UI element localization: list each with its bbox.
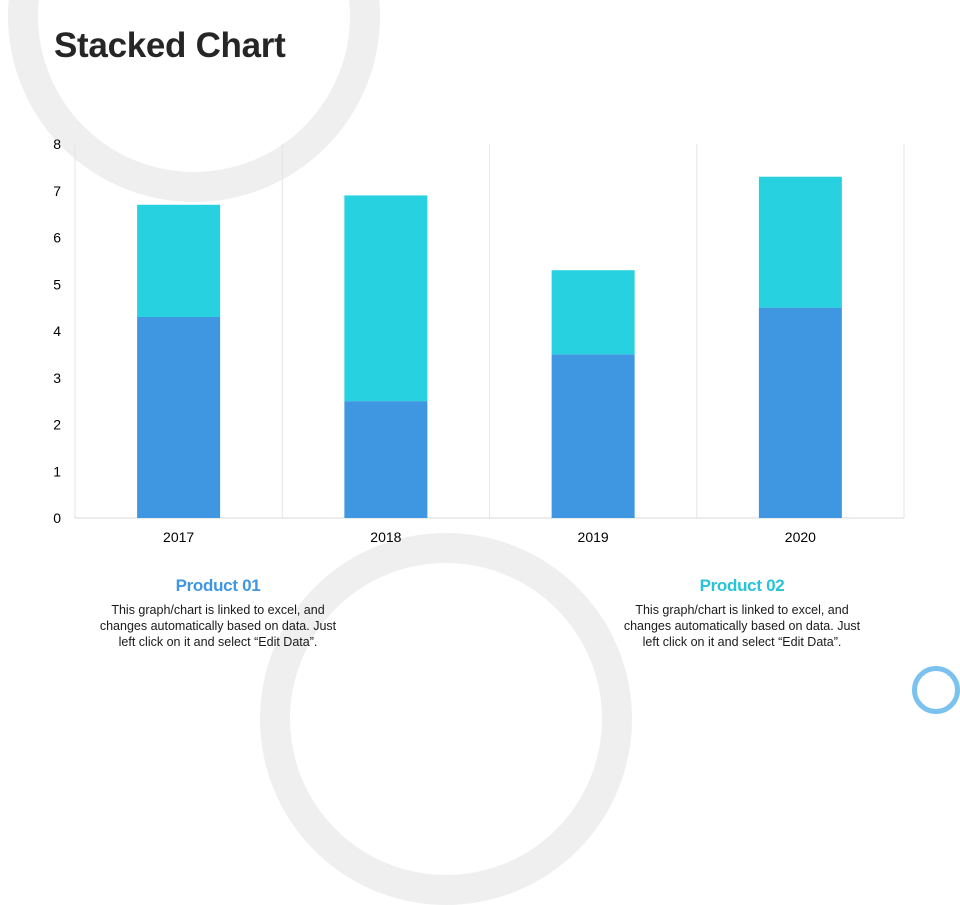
y-tick-label: 5 (53, 276, 61, 292)
y-tick-label: 3 (53, 370, 61, 386)
y-tick-label: 8 (53, 136, 61, 152)
y-tick-label: 2 (53, 417, 61, 433)
y-tick-label: 6 (53, 230, 61, 246)
bar-segment-product-02 (137, 204, 221, 317)
y-tick-label: 0 (53, 510, 61, 526)
product-01-legend: Product 01 This graph/chart is linked to… (98, 576, 338, 650)
bar-segment-product-01 (344, 401, 428, 518)
x-tick-label: 2020 (785, 529, 816, 545)
x-tick-label: 2019 (578, 529, 609, 545)
product-01-description: This graph/chart is linked to excel, and… (99, 603, 337, 649)
slide-title: Stacked Chart (54, 26, 286, 65)
product-02-title: Product 02 (699, 576, 785, 595)
x-tick-label: 2018 (370, 529, 401, 545)
product-02-description: This graph/chart is linked to excel, and… (623, 603, 861, 649)
x-tick-label: 2017 (163, 529, 194, 545)
y-tick-label: 4 (53, 323, 61, 339)
product-01-title: Product 01 (175, 576, 261, 595)
y-tick-label: 7 (53, 183, 61, 199)
bar-segment-product-02 (758, 176, 842, 308)
bar-segment-product-01 (137, 316, 221, 518)
bar-segment-product-02 (344, 195, 428, 402)
y-tick-label: 1 (53, 463, 61, 479)
bar-segment-product-01 (551, 354, 635, 518)
product-02-legend: Product 02 This graph/chart is linked to… (622, 576, 862, 650)
bar-segment-product-02 (551, 270, 635, 355)
stacked-bar-chart: 0 1 2 3 4 5 6 7 8 2017 2018 2019 2020 (53, 136, 905, 545)
bar-segment-product-01 (758, 307, 842, 518)
decorative-ring-corner (912, 666, 960, 714)
